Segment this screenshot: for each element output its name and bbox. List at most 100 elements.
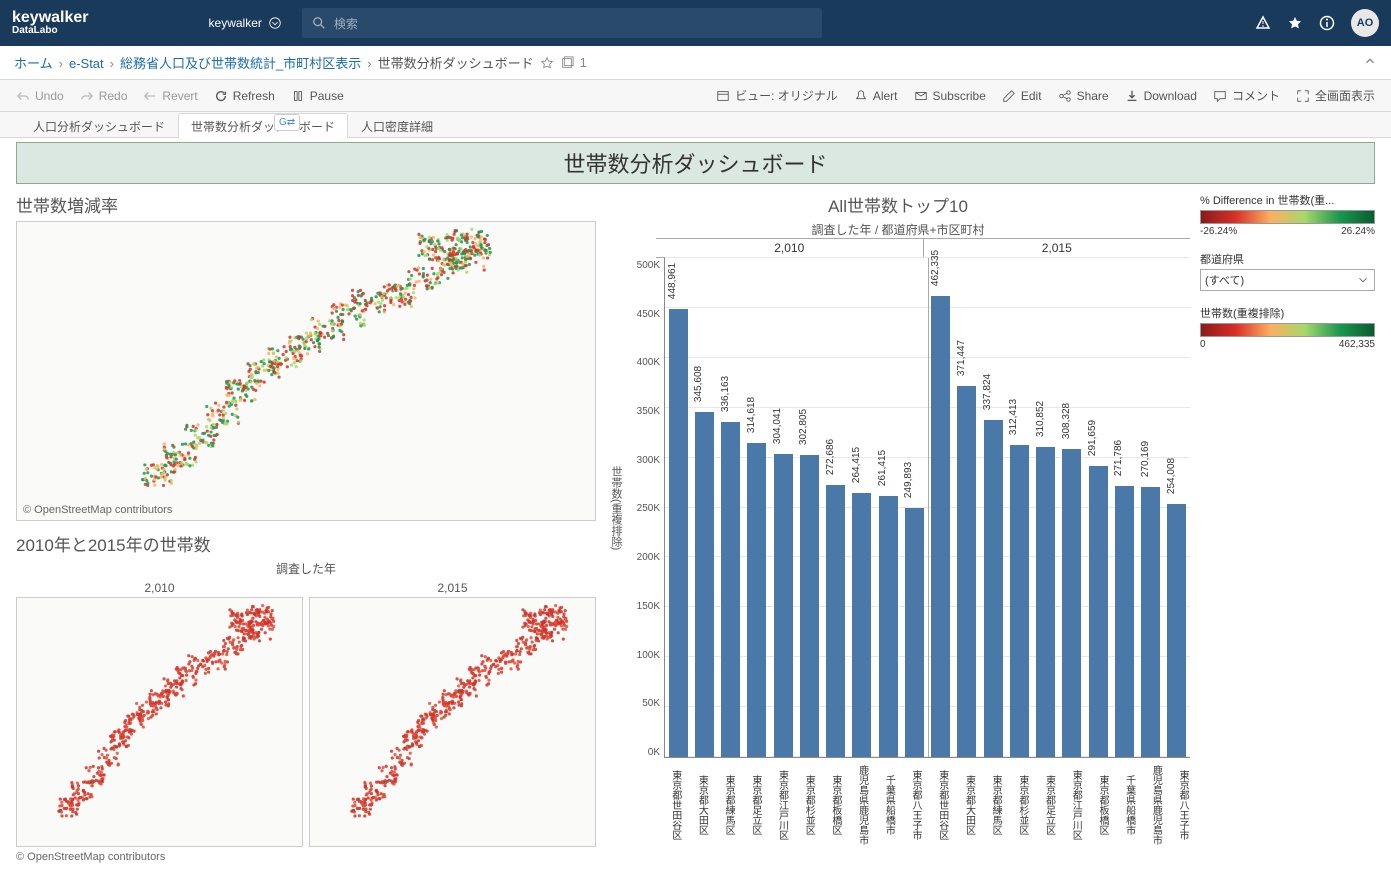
edit-button[interactable]: Edit bbox=[994, 89, 1050, 103]
x-axis-labels: 東京都世田谷区東京都大田区東京都練馬区東京都足立区東京都江戸川区東京都杉並区東京… bbox=[656, 758, 1190, 848]
bar-value: 448,961 bbox=[667, 263, 678, 299]
bar-group[interactable]: 308,328 bbox=[1059, 258, 1085, 757]
bell-icon bbox=[854, 89, 868, 103]
bars-container: 448,961 345,608336,163314,618304,041302,8… bbox=[664, 258, 1190, 758]
translate-icon[interactable]: G⇄ bbox=[274, 114, 300, 131]
y-tick: 450K bbox=[637, 309, 660, 320]
bar-chart: All世帯数トップ10 調査した年 / 都道府県+市区町村 2,010 2,01… bbox=[606, 192, 1190, 863]
y-tick: 400K bbox=[637, 357, 660, 368]
x-label: 東京都八王子市 bbox=[1163, 758, 1190, 848]
bar-group[interactable]: 314,618 bbox=[744, 258, 770, 757]
fullscreen-button[interactable]: 全画面表示 bbox=[1288, 87, 1383, 104]
bar-group[interactable]: 302,805 bbox=[796, 258, 822, 757]
x-label: 東京都足立区 bbox=[736, 758, 763, 848]
bar-group[interactable]: 291,659 bbox=[1085, 258, 1111, 757]
y-tick: 500K bbox=[637, 260, 660, 271]
y-axis: 500K450K400K350K300K250K200K150K100K50K0… bbox=[626, 258, 664, 758]
workspace-selector[interactable]: keywalker bbox=[209, 16, 282, 30]
download-icon bbox=[1125, 89, 1139, 103]
pause-button[interactable]: Pause bbox=[283, 89, 352, 103]
left-column: 世帯数増減率 © OpenStreetMap contributors 2010… bbox=[16, 192, 596, 863]
dropdown-icon bbox=[1356, 273, 1370, 287]
download-button[interactable]: Download bbox=[1117, 89, 1205, 103]
bar-value: 249,893 bbox=[903, 462, 914, 498]
search-icon bbox=[312, 16, 326, 30]
bar-group[interactable]: 264,415 bbox=[849, 258, 875, 757]
growth-map[interactable]: © OpenStreetMap contributors bbox=[16, 221, 596, 521]
bar-group[interactable]: 336,163 bbox=[718, 258, 744, 757]
map-2015[interactable] bbox=[309, 597, 596, 847]
search-input[interactable]: 検索 bbox=[302, 8, 822, 38]
share-button[interactable]: Share bbox=[1050, 89, 1117, 103]
x-label: 千葉県船橋市 bbox=[870, 758, 897, 848]
views-icon[interactable] bbox=[560, 56, 574, 70]
dashboard: 世帯数分析ダッシュボード 世帯数増減率 © OpenStreetMap cont… bbox=[0, 138, 1391, 867]
bar-group[interactable]: 448,961 bbox=[665, 258, 691, 757]
bar-group[interactable]: 249,893 bbox=[901, 258, 927, 757]
bar-group[interactable]: 310,852 bbox=[1033, 258, 1059, 757]
y-tick: 300K bbox=[637, 455, 660, 466]
bar-group[interactable]: 337,824 bbox=[980, 258, 1006, 757]
logo: keywalker DataLabo bbox=[12, 10, 89, 36]
fullscreen-icon bbox=[1296, 89, 1310, 103]
logo-sub: DataLabo bbox=[12, 26, 89, 36]
bar-group[interactable]: 270,169 bbox=[1138, 258, 1164, 757]
year-label-2015: 2,015 bbox=[309, 581, 596, 595]
x-label: 東京都江戸川区 bbox=[763, 758, 790, 848]
y-tick: 150K bbox=[637, 601, 660, 612]
households-legend-title: 世帯数(重複排除) bbox=[1200, 305, 1375, 321]
redo-button[interactable]: Redo bbox=[72, 89, 136, 103]
favorite-icon[interactable] bbox=[540, 56, 554, 70]
subscribe-button[interactable]: Subscribe bbox=[906, 89, 994, 103]
collapse-icon[interactable] bbox=[1363, 54, 1377, 68]
undo-button[interactable]: Undo bbox=[8, 89, 72, 103]
bar-value: 261,415 bbox=[877, 450, 888, 486]
dashboard-title: 世帯数分析ダッシュボード bbox=[21, 147, 1370, 179]
bar-group[interactable]: 271,786 bbox=[1111, 258, 1137, 757]
y-tick: 350K bbox=[637, 406, 660, 417]
chart-year-2015: 2,015 bbox=[924, 239, 1191, 257]
bar-group[interactable]: 312,413 bbox=[1006, 258, 1032, 757]
breadcrumb-item[interactable]: 総務省人口及び世帯数統計_市町村区表示 bbox=[120, 56, 361, 71]
revert-button[interactable]: Revert bbox=[135, 89, 205, 103]
x-label: 東京都杉並区 bbox=[1003, 758, 1030, 848]
view-icon bbox=[716, 89, 730, 103]
map-2010[interactable] bbox=[16, 597, 303, 847]
bar-value: 264,415 bbox=[851, 447, 862, 483]
pref-filter-label: 都道府県 bbox=[1200, 251, 1375, 267]
japan-map-2010-svg bbox=[30, 597, 290, 826]
tab[interactable]: 世帯数分析ダッシュボード bbox=[178, 113, 348, 138]
bar-value: 462,335 bbox=[930, 250, 941, 286]
bar-group[interactable]: 304,041 bbox=[770, 258, 796, 757]
bar-value: 291,659 bbox=[1087, 420, 1098, 456]
avatar[interactable]: AO bbox=[1351, 9, 1379, 37]
view-button[interactable]: ビュー: オリジナル bbox=[708, 87, 846, 104]
bar-group[interactable]: 345,608 bbox=[691, 258, 717, 757]
bar-group[interactable]: 254,008 bbox=[1164, 258, 1190, 757]
tab[interactable]: 人口密度詳細 bbox=[348, 113, 446, 138]
star-icon[interactable] bbox=[1287, 15, 1303, 31]
breadcrumb-item[interactable]: ホーム bbox=[14, 56, 53, 71]
x-label: 東京都世田谷区 bbox=[656, 758, 683, 848]
bar-group[interactable]: 261,415 bbox=[875, 258, 901, 757]
diff-gradient bbox=[1200, 210, 1375, 224]
info-icon[interactable] bbox=[1319, 15, 1335, 31]
logo-main: keywalker bbox=[12, 9, 89, 26]
bar-group[interactable]: 371,447 bbox=[954, 258, 980, 757]
toolbar: Undo Redo Revert Refresh Pause ビュー: オリジナ… bbox=[0, 80, 1391, 112]
pref-filter-dropdown[interactable]: (すべて) bbox=[1200, 269, 1375, 291]
comment-button[interactable]: コメント bbox=[1205, 87, 1288, 104]
breadcrumb: ホーム›e-Stat›総務省人口及び世帯数統計_市町村区表示›世帯数分析ダッシュ… bbox=[0, 46, 1391, 80]
bar-group[interactable]: 462,335 bbox=[928, 258, 954, 757]
tab[interactable]: 人口分析ダッシュボード bbox=[20, 113, 178, 138]
alert-button[interactable]: Alert bbox=[846, 89, 906, 103]
chart-supertitle: 調査した年 / 都道府県+市区町村 bbox=[606, 221, 1190, 238]
alert-icon[interactable] bbox=[1255, 15, 1271, 31]
diff-legend-title: % Difference in 世帯数(重... bbox=[1200, 192, 1375, 208]
breadcrumb-item[interactable]: e-Stat bbox=[69, 56, 104, 71]
bar-group[interactable]: 272,686 bbox=[823, 258, 849, 757]
refresh-button[interactable]: Refresh bbox=[206, 89, 283, 103]
search-placeholder: 検索 bbox=[334, 15, 358, 32]
x-label: 東京都大田区 bbox=[950, 758, 977, 848]
workspace-name: keywalker bbox=[209, 16, 262, 30]
